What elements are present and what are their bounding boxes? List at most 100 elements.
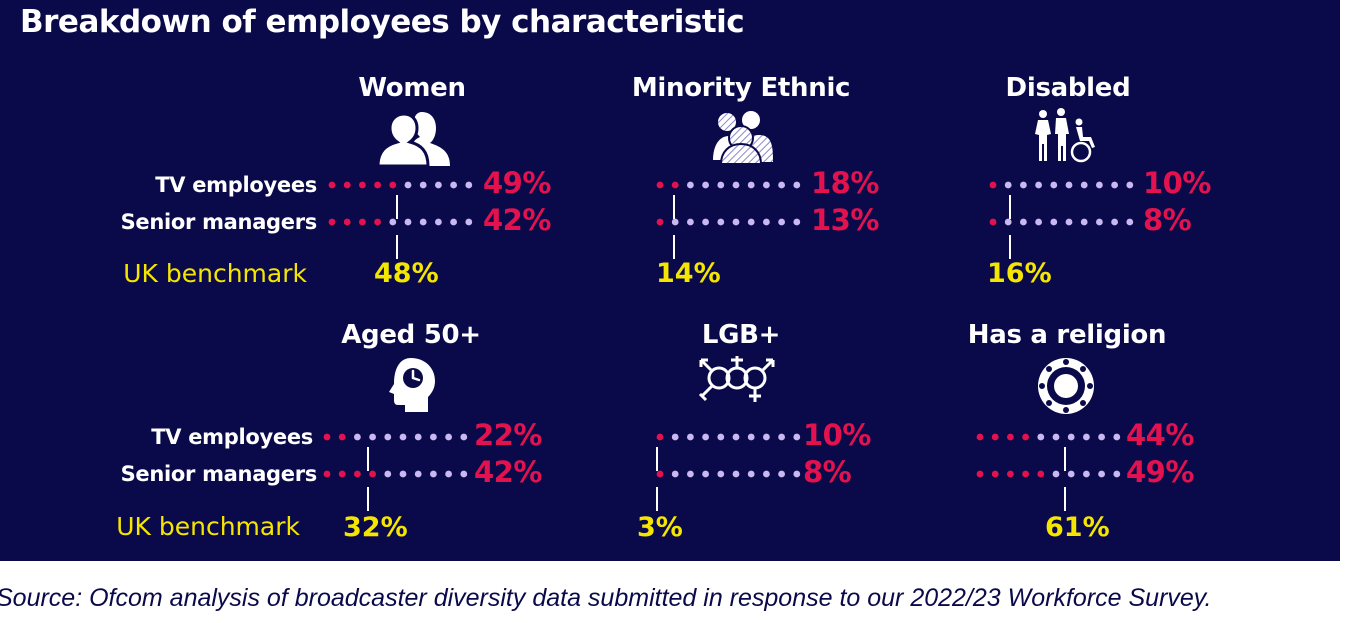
dot-rest: [384, 433, 392, 441]
dot-highlight: [328, 181, 336, 189]
dot-rest: [747, 433, 755, 441]
panel-lgb-benchmark-value: 3%: [637, 512, 683, 543]
dot-rest: [732, 218, 740, 226]
women-silhouettes-icon: [376, 108, 454, 172]
dot-rest: [702, 218, 709, 226]
dot-rest: [702, 470, 709, 478]
panel-minority-ethnic-title: Minority Ethnic: [631, 73, 851, 103]
dot-rest: [1035, 181, 1042, 189]
dot-rest: [1004, 181, 1012, 189]
dot-rest: [763, 181, 770, 189]
dot-rest: [671, 433, 679, 441]
dot-rest: [1020, 218, 1027, 226]
dot-rest: [414, 470, 422, 478]
dot-highlight: [369, 470, 376, 478]
dot-highlight: [389, 181, 397, 189]
dot-highlight: [374, 181, 381, 189]
dot-rest: [717, 181, 725, 189]
dot-rest: [1098, 433, 1105, 441]
dot-rest: [1083, 433, 1090, 441]
dot-rest: [1113, 433, 1121, 441]
dot-rest: [445, 433, 452, 441]
dot-rest: [399, 470, 407, 478]
panel-lgb-tv-dots: [656, 433, 801, 441]
dot-highlight: [374, 218, 381, 226]
dot-rest: [763, 218, 770, 226]
dot-highlight: [671, 181, 679, 189]
dot-highlight: [656, 470, 664, 478]
source-note: Source: Ofcom analysis of broadcaster di…: [0, 584, 1212, 612]
religion-wheel-icon: [1036, 356, 1096, 420]
dot-rest: [778, 181, 785, 189]
row-label-senior-top: Senior managers: [120, 210, 318, 234]
row-label-tv-top: TV employees: [155, 173, 317, 197]
panel-lgb-title: LGB+: [701, 320, 781, 350]
panel-aged-50-senior-value: 42%: [474, 455, 542, 489]
dot-rest: [1111, 181, 1118, 189]
dot-highlight: [354, 470, 361, 478]
panel-disabled-benchmark-marker: [1008, 195, 1011, 259]
panel-minority-ethnic-tv-dots: [656, 181, 801, 189]
dot-highlight: [323, 470, 331, 478]
dot-rest: [671, 470, 679, 478]
dot-rest: [419, 218, 427, 226]
panel-lgb-tv-value: 10%: [803, 418, 871, 452]
dot-rest: [1020, 181, 1027, 189]
dot-rest: [1067, 470, 1075, 478]
dot-highlight: [328, 218, 336, 226]
panel-has-a-religion-benchmark-value: 61%: [1045, 512, 1110, 543]
dot-highlight: [343, 181, 351, 189]
panel-women-benchmark-marker: [396, 195, 399, 259]
panel-women-title: Women: [358, 73, 466, 103]
dot-rest: [732, 433, 740, 441]
dot-highlight: [338, 470, 346, 478]
dot-rest: [450, 218, 457, 226]
dot-rest: [1052, 470, 1060, 478]
dot-highlight: [656, 181, 664, 189]
dot-rest: [717, 218, 725, 226]
dot-rest: [778, 218, 785, 226]
dot-rest: [450, 181, 457, 189]
panel-disabled-senior-dots: [989, 218, 1134, 226]
dot-highlight: [656, 218, 664, 226]
dot-highlight: [989, 181, 997, 189]
dot-rest: [430, 433, 437, 441]
dot-rest: [430, 470, 437, 478]
dot-highlight: [1022, 433, 1029, 441]
dot-rest: [1096, 181, 1103, 189]
dot-highlight: [976, 433, 984, 441]
panel-aged-50-title: Aged 50+: [341, 320, 481, 350]
dot-highlight: [1037, 470, 1045, 478]
dot-rest: [419, 181, 427, 189]
dot-rest: [1111, 218, 1118, 226]
panel-minority-ethnic-tv-value: 18%: [811, 166, 879, 200]
dot-rest: [460, 433, 468, 441]
dot-highlight: [359, 181, 366, 189]
dot-rest: [687, 470, 694, 478]
dot-rest: [1083, 470, 1090, 478]
panel-has-a-religion-senior-dots: [976, 470, 1121, 478]
dot-highlight: [989, 218, 997, 226]
dot-rest: [747, 218, 755, 226]
dot-rest: [460, 470, 468, 478]
panel-aged-50-tv-dots: [323, 433, 468, 441]
dot-rest: [778, 470, 785, 478]
dot-rest: [793, 218, 801, 226]
diverse-group-icon: [711, 108, 775, 168]
panel-aged-50-senior-dots: [323, 470, 468, 478]
panel-minority-ethnic-benchmark-marker: [672, 195, 675, 259]
panel-women-senior-value: 42%: [483, 203, 551, 237]
dot-rest: [717, 470, 725, 478]
panel-women-tv-value: 49%: [483, 166, 551, 200]
dot-rest: [763, 470, 770, 478]
panel-aged-50-benchmark-marker: [367, 447, 370, 511]
dot-highlight: [1007, 433, 1014, 441]
dot-rest: [1096, 218, 1103, 226]
gender-symbols-icon: [697, 352, 787, 412]
row-label-tv-bottom: TV employees: [151, 425, 313, 449]
dot-rest: [1113, 470, 1121, 478]
panel-aged-50-benchmark-value: 32%: [343, 512, 408, 543]
dot-rest: [1126, 218, 1134, 226]
dot-highlight: [323, 433, 331, 441]
dot-rest: [445, 470, 452, 478]
